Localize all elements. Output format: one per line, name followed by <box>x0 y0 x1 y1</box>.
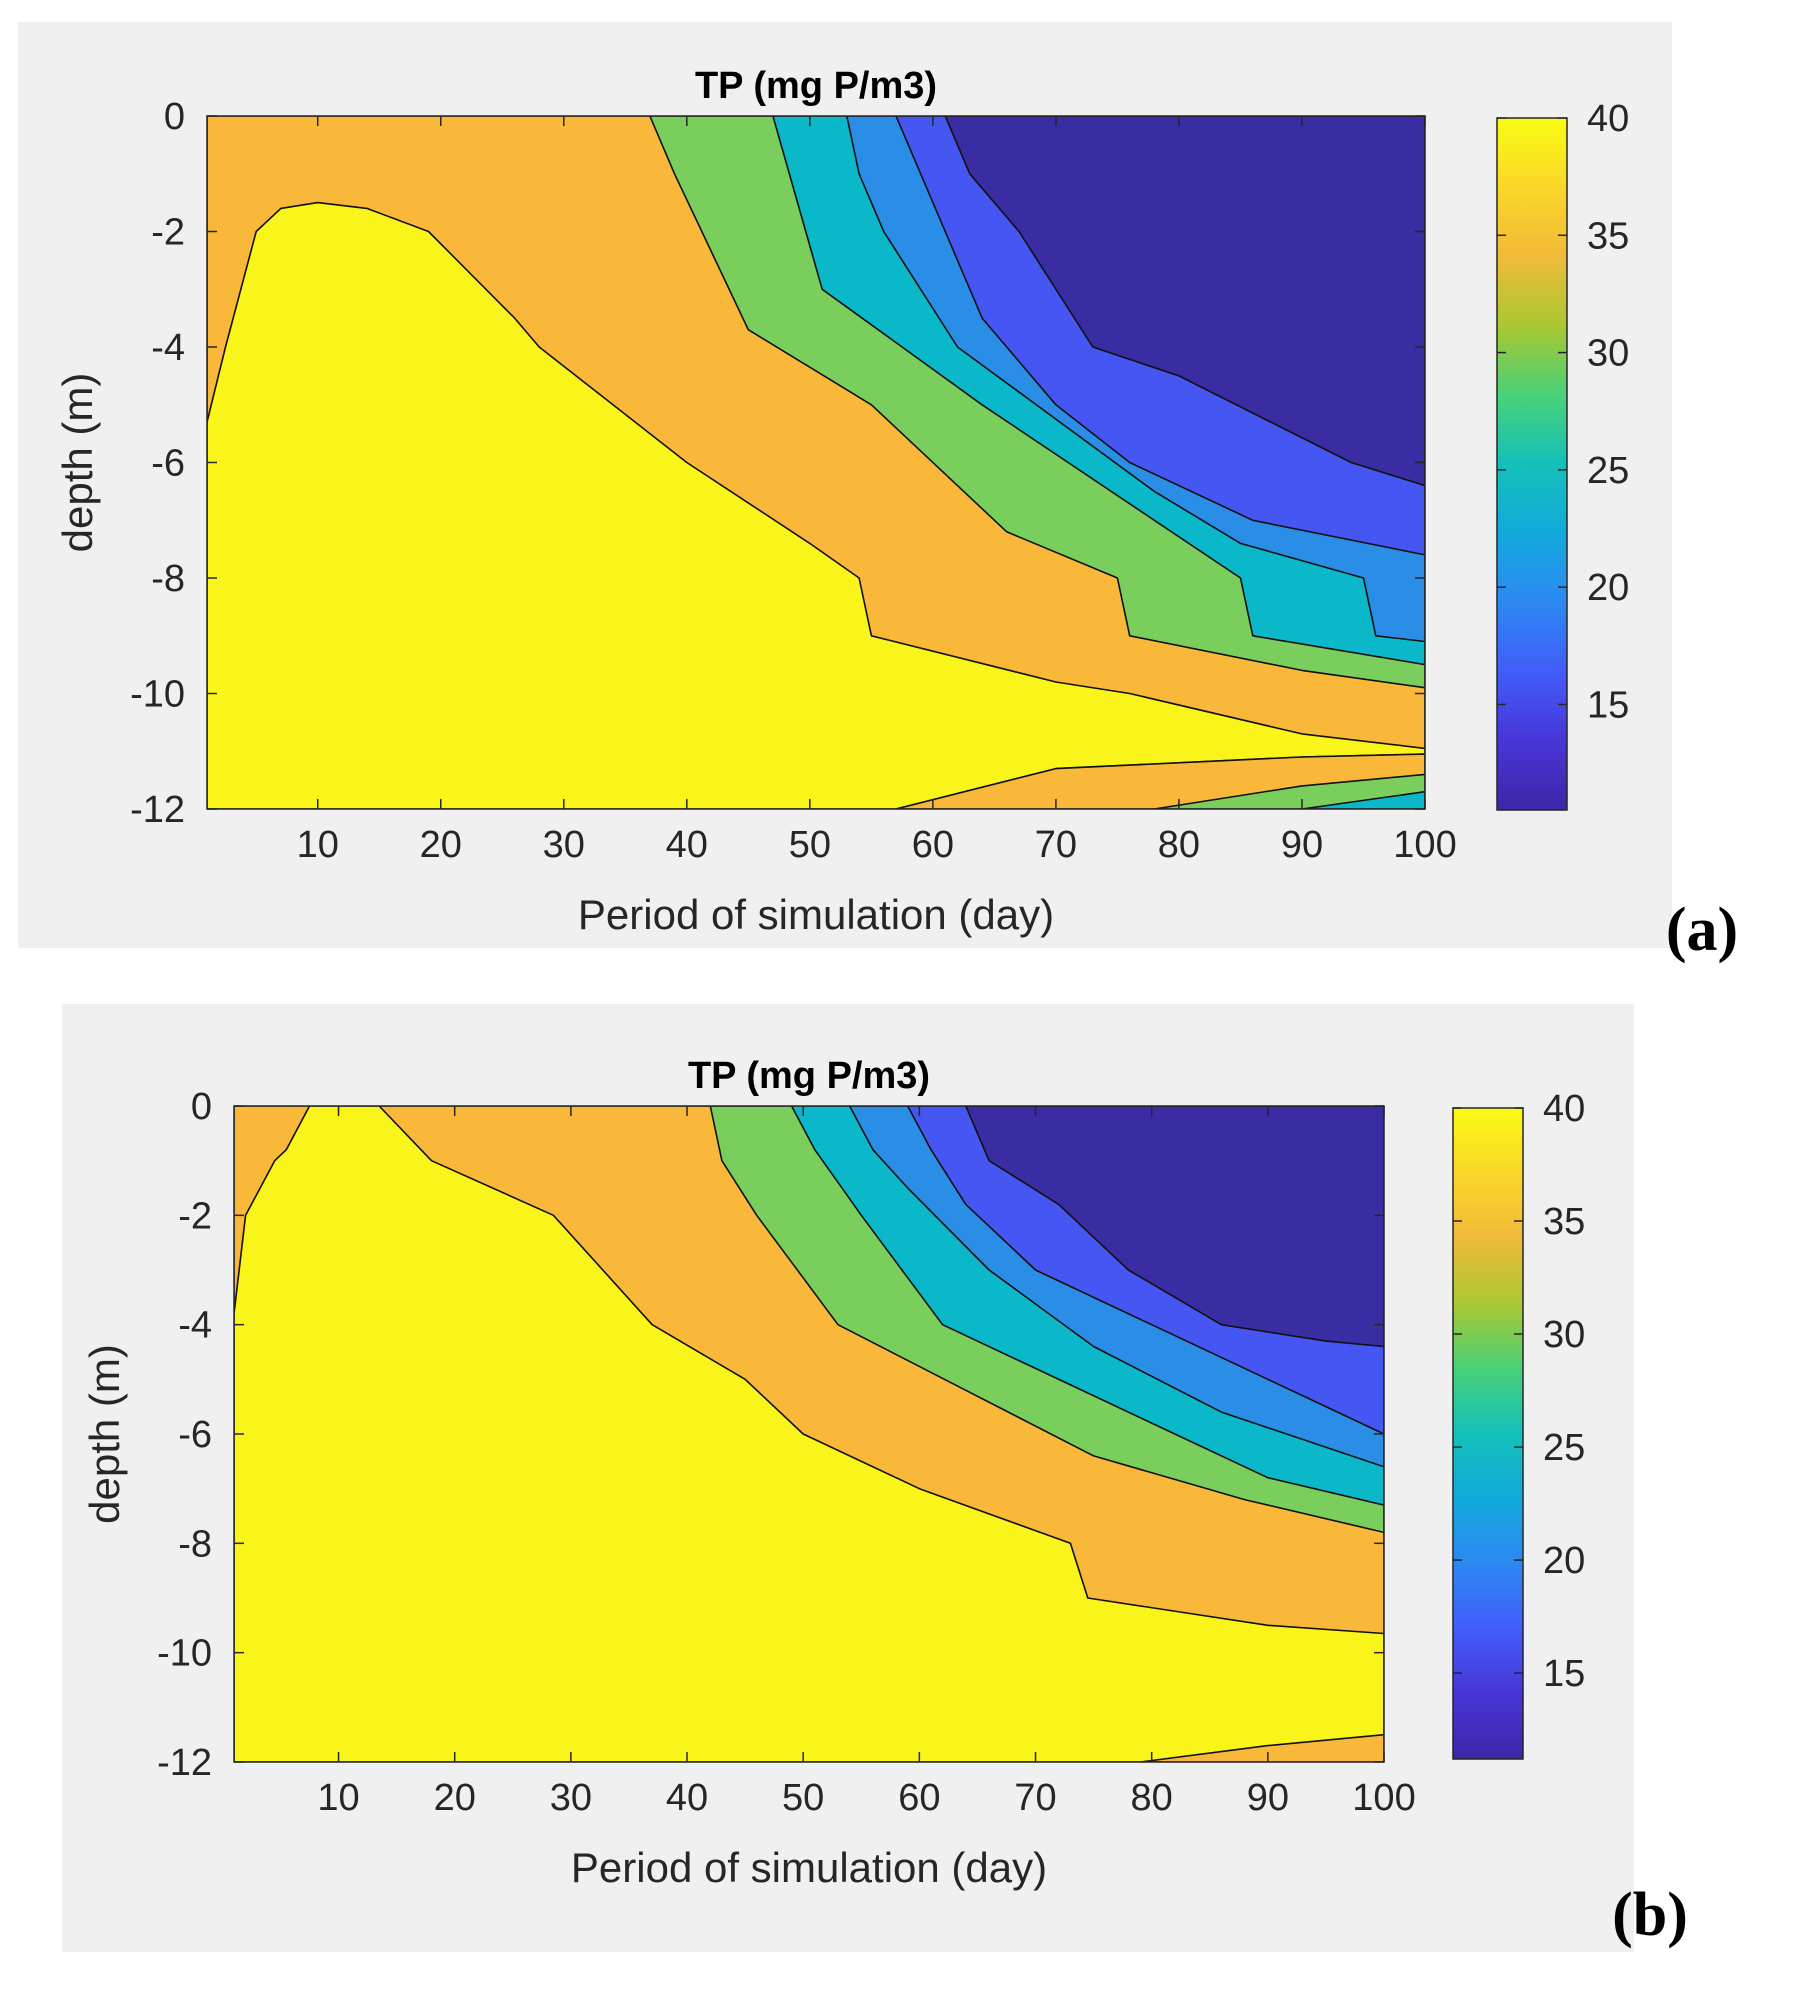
y-tick-label: -8 <box>178 1523 212 1565</box>
contour-region-ge40 <box>234 1106 1384 1762</box>
contour-region-le15 <box>964 1106 1384 1348</box>
x-tick-label: 90 <box>1281 824 1323 866</box>
colorbar-tick-label: 35 <box>1587 215 1629 257</box>
colorbar-tick-label: 20 <box>1587 567 1629 609</box>
colorbar-tick-label: 40 <box>1543 1088 1585 1130</box>
colorbar-tick-label: 15 <box>1587 684 1629 726</box>
x-axis-label: Period of simulation (day) <box>571 1844 1047 1891</box>
x-tick-label: 50 <box>789 824 831 866</box>
panel-label: (a) <box>1666 896 1738 964</box>
y-tick-label: -2 <box>178 1195 212 1237</box>
contour-region-le15 <box>944 116 1425 487</box>
panel-a: 10 20 30 40 50 60 70 80 90 100 0 -2 -4 -6 -8 -10 -12 TP (… <box>18 22 1738 964</box>
y-axis-label: depth (m) <box>54 373 101 553</box>
x-axis-label: Period of simulation (day) <box>578 891 1054 938</box>
colorbar <box>1452 1107 1524 1760</box>
colorbar-tick-label: 30 <box>1587 333 1629 375</box>
contour-fills <box>207 116 1425 809</box>
x-tick-label: 100 <box>1393 824 1456 866</box>
y-tick-label: -6 <box>151 443 185 485</box>
x-tick-label: 80 <box>1158 824 1200 866</box>
y-tick-label: 0 <box>164 96 185 138</box>
x-tick-label: 30 <box>550 1777 592 1819</box>
y-tick-label: -4 <box>178 1305 212 1347</box>
y-tick-label: -10 <box>130 674 185 716</box>
y-tick-label: -6 <box>178 1414 212 1456</box>
x-tick-label: 50 <box>782 1777 824 1819</box>
x-tick-label: 30 <box>543 824 585 866</box>
colorbar-tick-label: 25 <box>1587 450 1629 492</box>
x-tick-label: 20 <box>420 824 462 866</box>
colorbar-tick-label: 15 <box>1543 1653 1585 1695</box>
x-tick-label: 80 <box>1131 1777 1173 1819</box>
colorbar-tick-label: 30 <box>1543 1314 1585 1356</box>
x-tick-label: 40 <box>666 824 708 866</box>
x-tick-label: 10 <box>317 1777 359 1819</box>
contour-region-c30_35 <box>1153 773 1425 809</box>
colorbar-tick-label: 40 <box>1587 98 1629 140</box>
y-tick-label: -8 <box>151 558 185 600</box>
y-tick-label: -4 <box>151 327 185 369</box>
colorbar-tick-label: 25 <box>1543 1427 1585 1469</box>
x-tick-label: 100 <box>1352 1777 1415 1819</box>
y-tick-label: -10 <box>157 1633 212 1675</box>
y-tick-label: -2 <box>151 212 185 254</box>
colorbar-tick-label: 20 <box>1543 1540 1585 1582</box>
colorbar <box>1496 117 1568 811</box>
x-tick-label: 10 <box>297 824 339 866</box>
x-tick-label: 40 <box>666 1777 708 1819</box>
y-tick-label: 0 <box>191 1086 212 1128</box>
y-axis-label: depth (m) <box>81 1344 128 1524</box>
chart-title: TP (mg P/m3) <box>695 65 937 107</box>
contour-fills <box>234 1106 1384 1762</box>
x-tick-label: 90 <box>1247 1777 1289 1819</box>
x-tick-label: 20 <box>434 1777 476 1819</box>
y-tick-label: -12 <box>157 1742 212 1784</box>
contour-region-c25_30 <box>1301 790 1425 809</box>
colorbar-tick-label: 35 <box>1543 1201 1585 1243</box>
y-tick-label: -12 <box>130 789 185 831</box>
panel-b: 10 20 30 40 50 60 70 80 90 100 0 -2 -4 -6 -8 -10 -12 TP (… <box>62 1004 1688 1952</box>
chart-title: TP (mg P/m3) <box>688 1055 930 1097</box>
x-tick-label: 70 <box>1035 824 1077 866</box>
x-tick-label: 60 <box>912 824 954 866</box>
panel-label: (b) <box>1612 1881 1688 1949</box>
x-tick-label: 60 <box>898 1777 940 1819</box>
x-tick-label: 70 <box>1014 1777 1056 1819</box>
